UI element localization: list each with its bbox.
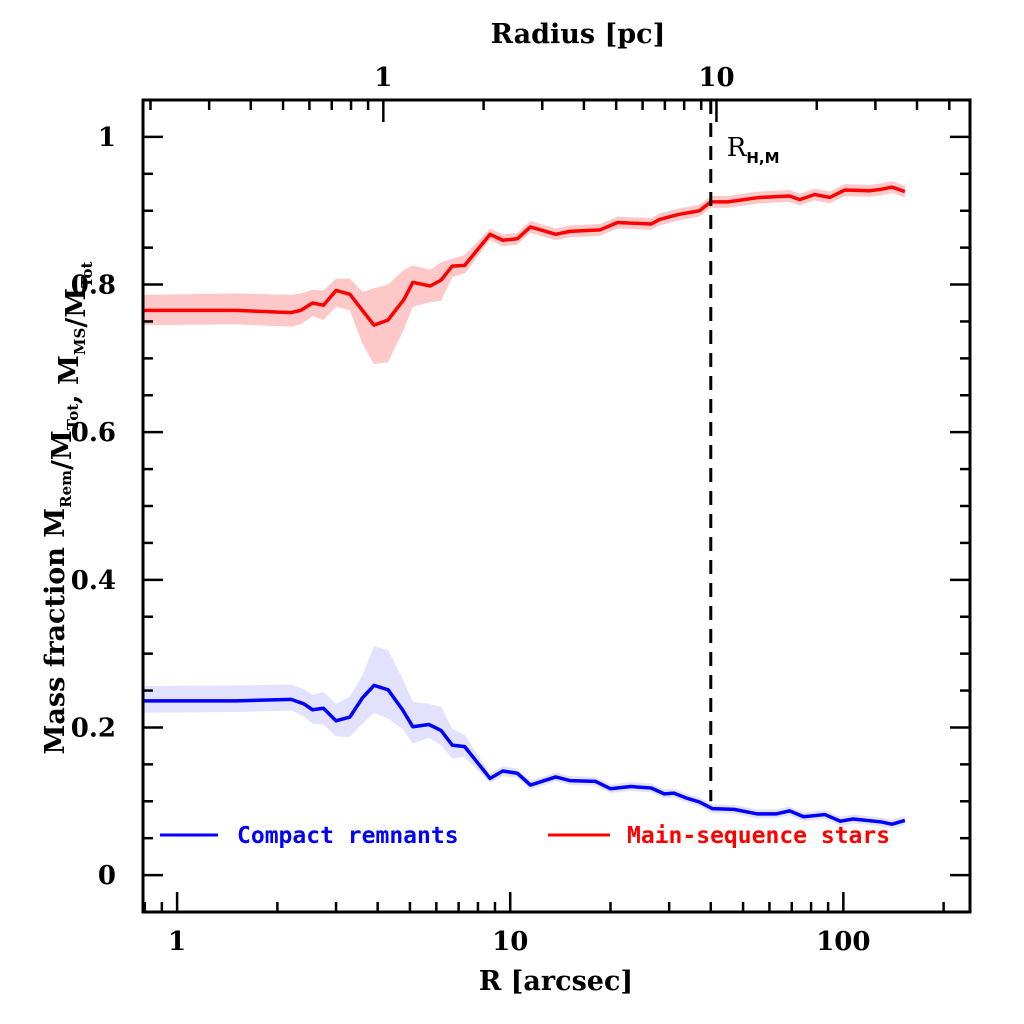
- y-tick-label: 0.4: [71, 566, 116, 596]
- series-line-compact-remnants: [143, 683, 906, 826]
- legend: Compact remnants Main-sequence stars: [160, 823, 890, 849]
- y-tick-label: 1: [98, 123, 116, 153]
- top-x-tick-labels: 1 10: [374, 63, 734, 93]
- top-x-tick-label: 10: [698, 63, 734, 93]
- y-tick-label: 0.8: [71, 271, 116, 301]
- series-lines: [143, 185, 906, 826]
- x-tick-label: 10: [492, 927, 528, 957]
- x-tick-label: 100: [816, 927, 870, 957]
- uncertainty-band-compact-remnants: [143, 646, 905, 829]
- y-axis-title: Mass fraction MRem/MTot, MMS/MTot: [40, 261, 96, 754]
- top-x-tick-label: 1: [374, 63, 392, 93]
- legend-label-compact-remnants: Compact remnants: [237, 823, 459, 849]
- half-mass-radius-marker: RH,M: [709, 100, 780, 802]
- series-line-main-sequence-stars: [143, 185, 906, 327]
- y-tick-label: 0.6: [71, 418, 116, 448]
- y-tick-label: 0.2: [71, 713, 116, 743]
- top-x-axis-title: Radius [pc]: [491, 19, 666, 50]
- axis-ticks: [143, 100, 970, 912]
- plot-frame: [141, 98, 972, 914]
- y-tick-label: 0: [98, 861, 116, 891]
- y-tick-labels: 0 0.2 0.4 0.6 0.8 1: [71, 123, 116, 891]
- uncertainty-bands: [143, 181, 905, 829]
- half-mass-radius-label: RH,M: [727, 133, 780, 167]
- x-axis-title: R [arcsec]: [479, 966, 633, 997]
- uncertainty-band-main-sequence-stars: [143, 181, 905, 365]
- legend-label-main-sequence-stars: Main-sequence stars: [627, 823, 890, 849]
- x-tick-labels: 1 10 100: [168, 927, 870, 957]
- x-tick-label: 1: [168, 927, 186, 957]
